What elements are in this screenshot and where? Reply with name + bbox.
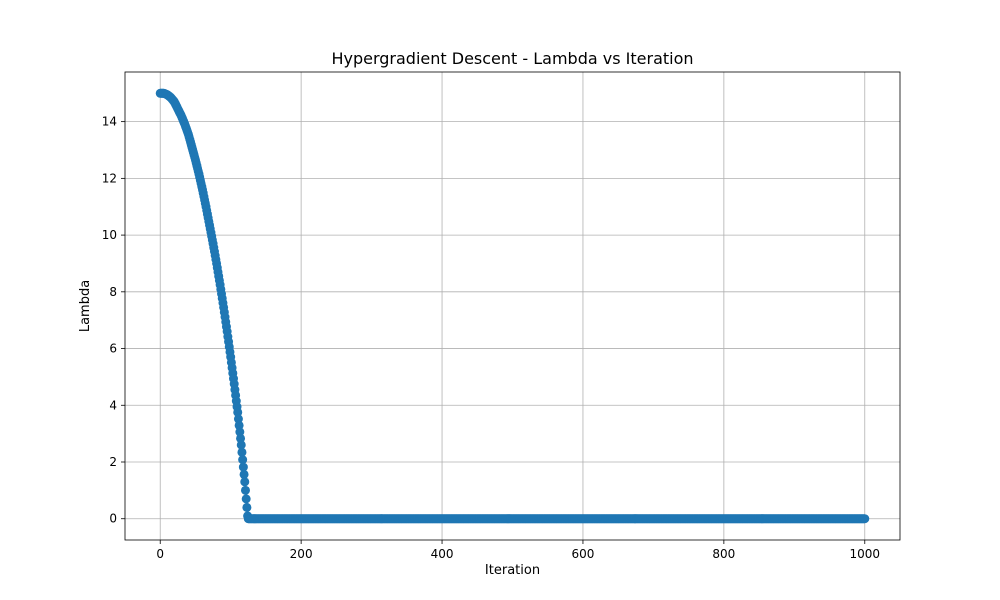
data-point [236, 440, 246, 450]
y-tick-label: 0 [109, 512, 117, 526]
data-point [240, 485, 250, 495]
x-tick-label: 800 [712, 547, 735, 561]
data-point [237, 447, 247, 457]
chart-title: Hypergradient Descent - Lambda vs Iterat… [331, 49, 693, 68]
y-tick-label: 14 [102, 115, 117, 129]
x-tick-label: 600 [572, 547, 595, 561]
data-point [239, 469, 249, 479]
grid-lines [125, 72, 900, 540]
data-point [233, 414, 243, 424]
x-tick-label: 200 [290, 547, 313, 561]
data-point [238, 462, 248, 472]
data-point [236, 433, 246, 443]
data-point [242, 502, 252, 512]
data-point [235, 427, 245, 437]
x-axis-label: Iteration [485, 563, 540, 578]
axis-ticks: 0 200 400 600 800 1000 0 2 4 6 8 10 12 14 [102, 115, 880, 561]
y-tick-label: 8 [109, 285, 117, 299]
data-point [234, 420, 244, 430]
x-tick-label: 0 [156, 547, 164, 561]
data-series [155, 88, 870, 524]
y-axis-label: Lambda [78, 280, 93, 332]
data-point [240, 477, 250, 487]
x-tick-label: 400 [431, 547, 454, 561]
y-tick-label: 12 [102, 171, 117, 185]
data-point [241, 494, 251, 504]
data-point [233, 407, 243, 417]
y-tick-label: 4 [109, 398, 117, 412]
plot-frame [124, 71, 901, 541]
y-tick-label: 6 [109, 342, 117, 356]
y-tick-label: 2 [109, 455, 117, 469]
data-point [860, 514, 870, 524]
x-tick-label: 1000 [849, 547, 880, 561]
data-point [238, 455, 248, 465]
y-tick-label: 10 [102, 228, 117, 242]
